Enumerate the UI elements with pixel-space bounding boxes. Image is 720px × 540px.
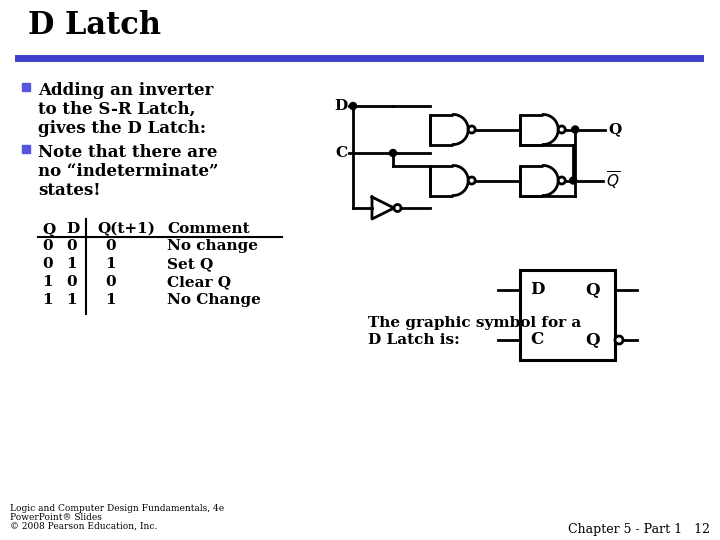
Text: no “indeterminate”: no “indeterminate” <box>38 163 218 180</box>
Bar <box>22 145 30 153</box>
Circle shape <box>558 126 565 133</box>
Text: Comment: Comment <box>167 222 250 236</box>
Text: 0: 0 <box>105 239 116 253</box>
Text: Clear Q: Clear Q <box>167 275 231 289</box>
Text: Q: Q <box>585 332 600 348</box>
Text: D Latch: D Latch <box>28 10 161 41</box>
Circle shape <box>468 126 475 133</box>
Text: The graphic symbol for a: The graphic symbol for a <box>368 316 581 330</box>
Text: 1: 1 <box>42 275 53 289</box>
Text: © 2008 Pearson Education, Inc.: © 2008 Pearson Education, Inc. <box>10 522 158 531</box>
Text: PowerPoint® Slides: PowerPoint® Slides <box>10 513 102 522</box>
Bar <box>22 83 30 91</box>
Circle shape <box>572 126 579 133</box>
Text: 0: 0 <box>66 275 76 289</box>
Circle shape <box>390 150 397 157</box>
Circle shape <box>349 103 356 110</box>
Text: Chapter 5 - Part 1   12: Chapter 5 - Part 1 12 <box>568 523 710 536</box>
Text: D: D <box>530 281 544 299</box>
Text: D: D <box>335 99 348 113</box>
Text: Adding an inverter: Adding an inverter <box>38 82 213 99</box>
Circle shape <box>394 205 401 212</box>
Circle shape <box>570 177 577 184</box>
Text: Q: Q <box>42 222 55 236</box>
Text: C: C <box>336 146 348 160</box>
Text: 0: 0 <box>42 257 53 271</box>
Text: 1: 1 <box>105 257 116 271</box>
Text: states!: states! <box>38 182 101 199</box>
Text: C: C <box>530 332 544 348</box>
Text: 1: 1 <box>42 293 53 307</box>
Text: No change: No change <box>167 239 258 253</box>
Text: No Change: No Change <box>167 293 261 307</box>
Text: to the S-R Latch,: to the S-R Latch, <box>38 101 196 118</box>
Bar <box>520 270 615 360</box>
Text: 0: 0 <box>42 239 53 253</box>
Text: 0: 0 <box>66 239 76 253</box>
Circle shape <box>558 177 565 184</box>
Text: 0: 0 <box>105 275 116 289</box>
Text: D Latch is:: D Latch is: <box>368 333 460 347</box>
Text: Set Q: Set Q <box>167 257 213 271</box>
Text: 1: 1 <box>105 293 116 307</box>
Text: Q: Q <box>608 123 621 137</box>
Text: D: D <box>66 222 79 236</box>
Circle shape <box>615 336 623 344</box>
Text: 1: 1 <box>66 257 76 271</box>
Text: $\overline{Q}$: $\overline{Q}$ <box>606 170 620 192</box>
Text: gives the D Latch:: gives the D Latch: <box>38 120 206 137</box>
Text: Q(t+1): Q(t+1) <box>97 222 155 236</box>
Text: 1: 1 <box>66 293 76 307</box>
Text: Q: Q <box>585 281 600 299</box>
Circle shape <box>468 177 475 184</box>
Text: Logic and Computer Design Fundamentals, 4e: Logic and Computer Design Fundamentals, … <box>10 504 224 513</box>
Text: Note that there are: Note that there are <box>38 144 217 161</box>
